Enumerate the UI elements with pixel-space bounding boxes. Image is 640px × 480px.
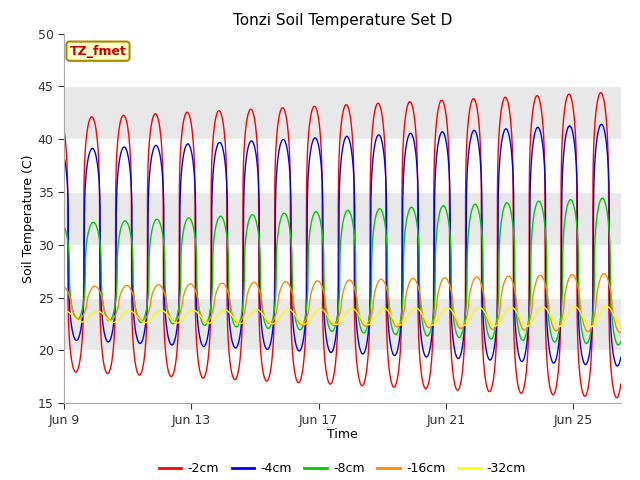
Bar bbox=[64, 298, 621, 350]
Text: TZ_fmet: TZ_fmet bbox=[70, 45, 127, 58]
X-axis label: Time: Time bbox=[327, 428, 358, 441]
Bar bbox=[64, 192, 621, 245]
Bar bbox=[64, 86, 621, 139]
Y-axis label: Soil Temperature (C): Soil Temperature (C) bbox=[22, 154, 35, 283]
Legend: -2cm, -4cm, -8cm, -16cm, -32cm: -2cm, -4cm, -8cm, -16cm, -32cm bbox=[154, 457, 531, 480]
Title: Tonzi Soil Temperature Set D: Tonzi Soil Temperature Set D bbox=[233, 13, 452, 28]
